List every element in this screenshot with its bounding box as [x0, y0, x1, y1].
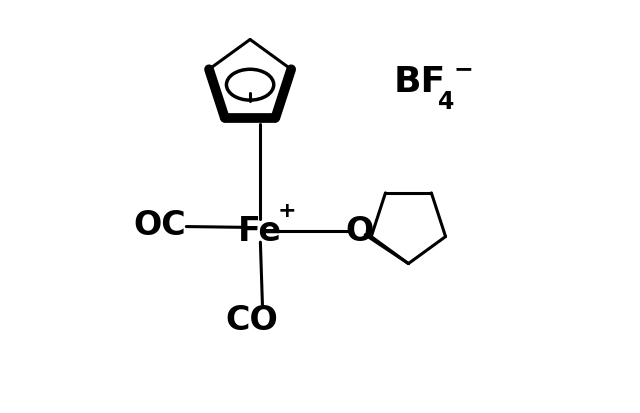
Text: BF: BF [394, 65, 446, 99]
Text: O: O [345, 215, 373, 247]
Text: Fe: Fe [238, 215, 282, 247]
Text: +: + [278, 201, 296, 221]
Text: CO: CO [226, 303, 278, 336]
Text: 4: 4 [438, 90, 455, 114]
Text: −: − [454, 57, 474, 81]
Text: OC: OC [133, 209, 186, 242]
